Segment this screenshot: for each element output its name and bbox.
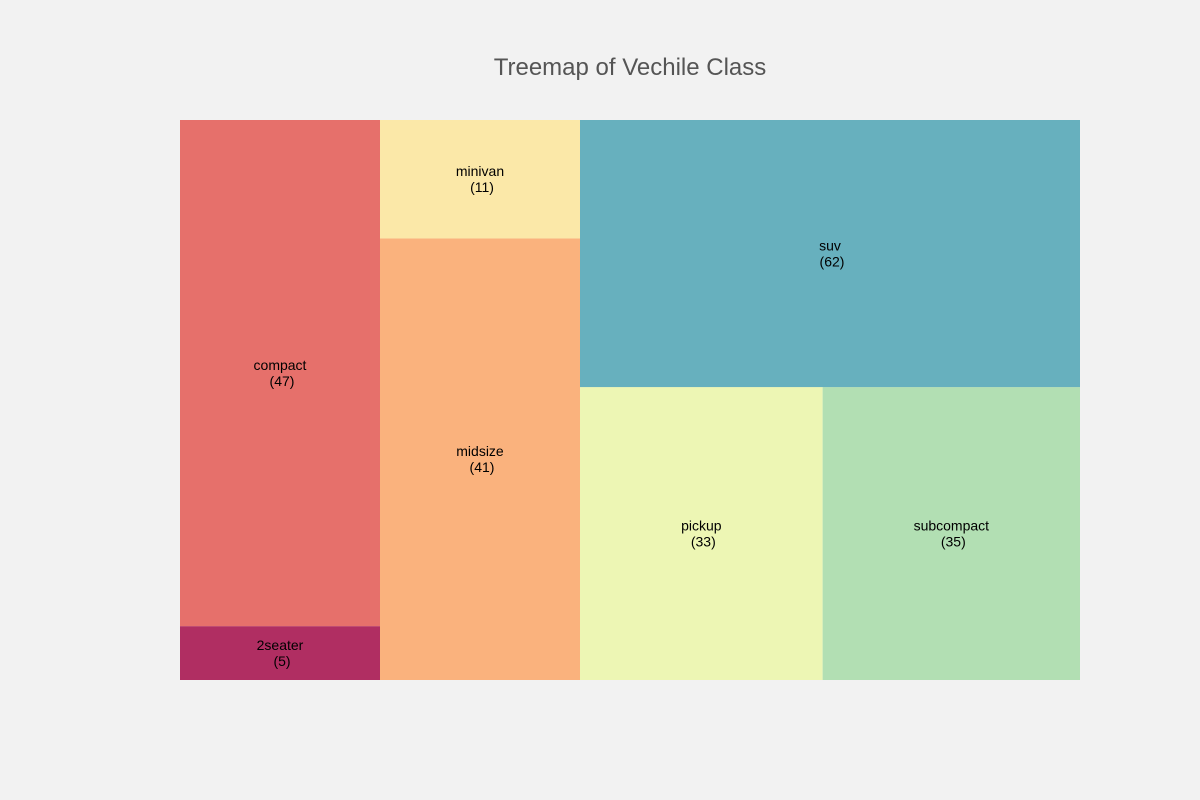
treemap-rect-minivan — [380, 120, 580, 239]
treemap-rect-subcompact — [822, 387, 1080, 680]
treemap-label: subcompact — [914, 518, 990, 534]
treemap-cell-compact: compact(47) — [180, 120, 380, 627]
treemap-value-label: (35) — [941, 534, 966, 550]
treemap-label: minivan — [456, 163, 504, 179]
treemap-label: suv — [819, 238, 841, 254]
treemap-label: midsize — [456, 443, 504, 459]
treemap-label: pickup — [681, 518, 722, 534]
treemap-cell-midsize: midsize(41) — [380, 238, 580, 680]
treemap-value-label: (11) — [470, 179, 494, 195]
treemap-rect-suv — [580, 120, 1080, 388]
treemap-rect-2seater — [180, 626, 380, 680]
treemap-rect-pickup — [580, 387, 823, 680]
treemap-label: 2seater — [257, 637, 304, 653]
treemap-rect-midsize — [380, 238, 580, 680]
treemap-value-label: (41) — [470, 459, 495, 475]
treemap-value-label: (62) — [820, 254, 845, 270]
treemap-cell-2seater: 2seater(5) — [180, 626, 380, 680]
treemap-cell-minivan: minivan(11) — [380, 120, 580, 239]
treemap-value-label: (47) — [270, 373, 295, 389]
chart-title: Treemap of Vechile Class — [493, 54, 767, 81]
treemap-value-label: (33) — [691, 534, 716, 550]
treemap-value-label: (5) — [273, 653, 290, 669]
treemap-rect-compact — [180, 120, 380, 627]
treemap-cell-subcompact: subcompact(35) — [822, 387, 1080, 680]
treemap-cell-suv: suv(62) — [580, 120, 1080, 388]
treemap-cell-pickup: pickup(33) — [580, 387, 823, 680]
treemap-label: compact — [254, 357, 307, 373]
